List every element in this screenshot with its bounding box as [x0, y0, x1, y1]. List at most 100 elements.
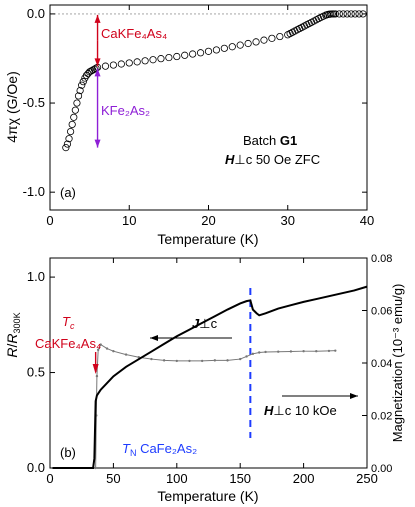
- data-point: [125, 59, 133, 67]
- tn-compound: CaFe₂As₂: [136, 441, 197, 456]
- x-tick-label-b: 250: [356, 471, 378, 486]
- data-point: [92, 64, 100, 72]
- field-rest: 50 Oe ZFC: [252, 152, 320, 167]
- data-point: [260, 36, 268, 44]
- x-axis-label-b: Temperature (K): [157, 488, 258, 504]
- magnetization-point: [315, 349, 318, 353]
- data-point: [228, 43, 236, 51]
- data-point: [351, 10, 359, 18]
- magnetization-point: [239, 357, 242, 361]
- magnetization-point: [258, 351, 261, 354]
- data-point: [62, 144, 70, 152]
- arrow-top-label: CaKFe₄As₄: [101, 26, 167, 41]
- panel-label-b: (b): [60, 445, 76, 460]
- magnetization-point: [200, 359, 204, 363]
- data-point: [67, 127, 75, 136]
- h-symbol: H: [264, 403, 274, 418]
- y-tick-label-a: -0.5: [23, 95, 45, 110]
- data-point: [212, 46, 221, 54]
- magnetization-point: [277, 350, 280, 353]
- magnetization-point: [289, 350, 293, 353]
- data-point: [347, 10, 355, 18]
- tc-compound-label: CaKFe₄As₄: [35, 336, 101, 351]
- data-points-a: [62, 10, 367, 152]
- panel-label-a: (a): [60, 185, 76, 200]
- magnetization-point: [213, 359, 217, 362]
- x-tick-label-b: 150: [229, 471, 251, 486]
- magnetization-point: [112, 349, 115, 353]
- magnetization-point: [327, 349, 331, 353]
- y-tick-label-right-b: 0.06: [371, 306, 392, 318]
- data-point: [101, 62, 110, 70]
- y-tick-label-right-b: 0.02: [371, 411, 392, 423]
- x-tick-label-a: 0: [46, 213, 53, 228]
- field-perp: ⊥: [234, 152, 245, 167]
- tc-symbol: T: [62, 314, 71, 329]
- magnetization-point: [334, 349, 337, 352]
- magnetization-point: [226, 359, 229, 362]
- arrow-bottom-up-head: [94, 68, 101, 77]
- data-point: [149, 56, 157, 64]
- y-tick-label-left-b: 0.5: [27, 365, 45, 380]
- arrow-bottom-label: KFe₂As₂: [101, 103, 150, 118]
- h-rest: 10 kOe: [291, 403, 337, 418]
- data-point: [63, 140, 72, 148]
- x-tick-label-b: 0: [46, 471, 53, 486]
- data-point: [359, 10, 367, 18]
- data-point: [335, 10, 343, 18]
- data-point: [204, 47, 213, 55]
- magnetization-point: [95, 374, 99, 378]
- axis-ticks-a: 0 10 20 30 40 0.0 -0.5 -1.0: [23, 5, 374, 228]
- data-point: [331, 10, 339, 18]
- y-tick-label-left-b: 0.0: [27, 460, 45, 475]
- magnetization-point: [162, 359, 166, 362]
- data-point: [173, 52, 181, 61]
- data-point: [141, 57, 149, 65]
- magnetization-point: [96, 348, 100, 352]
- data-lines-b: [52, 285, 368, 470]
- data-point: [355, 10, 363, 18]
- arrows-b: [92, 335, 358, 399]
- x-tick-label-a: 20: [201, 213, 215, 228]
- data-point: [76, 86, 84, 95]
- x-tick-label-b: 100: [166, 471, 188, 486]
- y-axis-label-a: 4πχ (G/Oe): [4, 71, 20, 142]
- arrow-top-up-head: [94, 14, 101, 23]
- arrow-top-down-head: [94, 58, 101, 67]
- field-h: H: [225, 152, 235, 167]
- j-arrow-head: [150, 335, 158, 341]
- data-point: [74, 92, 83, 100]
- magnetization-point: [94, 466, 97, 470]
- x-tick-label-b: 50: [106, 471, 120, 486]
- h-arrow-head: [350, 393, 358, 399]
- magnetization-point: [99, 343, 102, 346]
- y-axis-label-left-b: R/R300K: [4, 312, 22, 357]
- resistance-series: [52, 285, 368, 469]
- y-axis-label-right-b: Magnetization (10⁻³ emu/g): [390, 284, 405, 443]
- data-point: [109, 61, 118, 69]
- magnetization-point: [124, 353, 128, 356]
- x-tick-label-a: 30: [281, 213, 295, 228]
- data-point: [268, 34, 276, 42]
- y-tick-label-a: 0.0: [27, 6, 45, 21]
- axis-ticks-b: 0 50 100 150 200 250 0.0 0.5 1.0 0.00 0.02 0.04 0.06…: [27, 253, 393, 486]
- data-point: [339, 10, 347, 18]
- data-point: [343, 10, 351, 18]
- arrows-a: [94, 14, 101, 148]
- data-point: [133, 58, 141, 66]
- batch-name: G1: [280, 133, 297, 148]
- arrow-bottom-down-head: [94, 139, 101, 148]
- h-c: c: [285, 403, 292, 418]
- batch-label: Batch G1: [243, 133, 297, 148]
- batch-prefix: Batch: [243, 133, 280, 148]
- j-perp-c-label: J⊥c: [192, 316, 218, 331]
- panel-a: 0 10 20 30 40 0.0 -0.5 -1.0 CaKFe₄As₄ KFe₂As₂ B…: [4, 4, 374, 247]
- y-tick-label-right-b: 0.08: [371, 253, 392, 265]
- j-perp: ⊥: [199, 316, 210, 331]
- data-point: [78, 81, 86, 89]
- x-tick-label-a: 40: [360, 213, 374, 228]
- x-axis-label-a: Temperature (K): [157, 231, 258, 247]
- y-tick-label-right-b: 0.00: [371, 463, 392, 475]
- data-point: [181, 51, 189, 59]
- magnetization-point: [105, 347, 109, 350]
